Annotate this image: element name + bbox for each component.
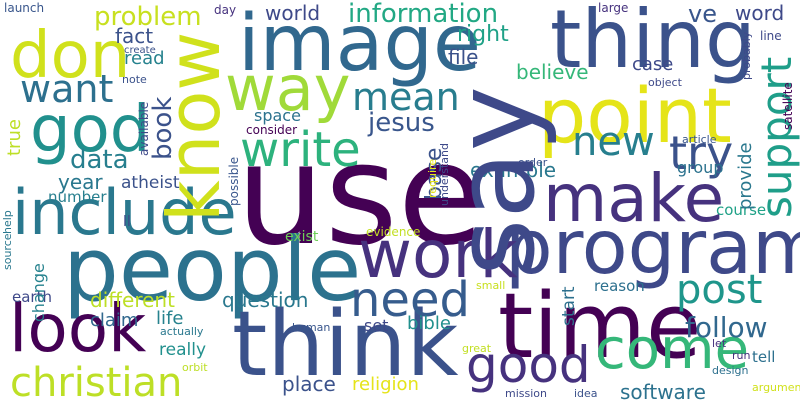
word-follow: follow <box>685 311 768 344</box>
word-launch: launch <box>4 1 45 15</box>
word-require: require <box>426 158 439 198</box>
word-run: run <box>732 349 751 362</box>
word-note: note <box>122 73 147 86</box>
word-day: day <box>214 3 237 17</box>
word-read: read <box>124 48 165 69</box>
word-question: question <box>222 288 309 312</box>
word-book: book <box>148 96 178 160</box>
word-available: available <box>137 101 151 156</box>
word-satellite: satellite <box>781 82 795 130</box>
word-ve: ve <box>688 0 717 28</box>
word-ll: ll <box>123 214 131 230</box>
word-article: article <box>682 133 717 146</box>
word-great: great <box>462 342 492 355</box>
word-reason: reason <box>594 277 645 295</box>
word-file: file <box>448 45 479 69</box>
word-provide: provide <box>735 142 756 210</box>
word-use: use <box>236 114 484 277</box>
word-help: help <box>1 210 14 234</box>
word-need: need <box>350 272 470 328</box>
word-bible: bible <box>407 313 451 334</box>
word-problem: problem <box>94 2 202 32</box>
word-jesus: jesus <box>368 108 435 138</box>
word-true: true <box>4 119 25 156</box>
word-word: word <box>735 1 785 25</box>
word-god: god <box>30 93 151 167</box>
word-human: human <box>292 321 331 334</box>
word-understand: understand <box>438 143 451 206</box>
word-exist: exist <box>285 229 319 245</box>
word-possible: possible <box>227 156 241 206</box>
word-small: small <box>476 279 506 292</box>
word-write: write <box>240 122 361 178</box>
word-include: include <box>12 176 237 249</box>
word-new: new <box>572 119 655 165</box>
word-really: really <box>159 340 206 360</box>
word-good: good <box>466 336 591 394</box>
word-create: create <box>124 45 156 56</box>
word-point: point <box>538 71 732 160</box>
word-actually: actually <box>160 325 204 338</box>
word-design: design <box>712 364 749 377</box>
word-come: come <box>595 317 750 382</box>
word-data: data <box>70 145 129 175</box>
word-idea: idea <box>574 387 598 400</box>
word-program: program <box>505 203 800 291</box>
word-mean: mean <box>352 75 460 119</box>
word-group: group <box>677 158 724 177</box>
word-religion: religion <box>352 374 419 395</box>
word-tell: tell <box>752 348 776 366</box>
word-order: order <box>518 156 548 169</box>
word-source: source <box>1 233 14 270</box>
word-world: world <box>265 1 321 25</box>
word-set: set <box>364 316 389 335</box>
word-right: right <box>457 22 509 47</box>
word-say: say <box>431 86 559 276</box>
word-image: image <box>238 0 481 89</box>
word-atheist: atheist <box>121 173 180 193</box>
word-work: work <box>358 216 518 293</box>
word-claim: claim <box>90 310 139 331</box>
word-software: software <box>620 380 706 400</box>
word-information: information <box>348 0 499 29</box>
word-case: case <box>632 54 674 75</box>
word-object: object <box>648 76 682 89</box>
word-support: support <box>752 56 800 218</box>
word-earth: earth <box>12 288 52 306</box>
word-year: year <box>58 170 103 194</box>
word-line: line <box>760 29 782 43</box>
word-large: large <box>598 1 629 15</box>
word-post: post <box>676 267 763 313</box>
word-probably: probably <box>740 31 753 80</box>
word-want: want <box>20 67 114 111</box>
word-think: think <box>232 292 459 397</box>
word-orbit: orbit <box>182 361 208 374</box>
word-course: course <box>716 201 767 219</box>
word-life: life <box>156 308 184 329</box>
word-thing: thing <box>550 0 756 86</box>
word-example: example <box>470 158 557 182</box>
word-consider: consider <box>246 123 298 137</box>
word-don: don <box>10 19 131 93</box>
word-try: try <box>669 126 734 180</box>
word-way: way <box>225 52 351 125</box>
word-look: look <box>9 290 147 367</box>
word-christian: christian <box>10 360 183 400</box>
word-place: place <box>282 372 336 396</box>
word-believe: believe <box>516 60 589 84</box>
word-people: people <box>63 218 362 321</box>
word-argument: argument <box>752 381 800 394</box>
word-different: different <box>90 288 175 312</box>
word-fact: fact <box>115 24 154 48</box>
word-start: start <box>559 286 579 326</box>
word-evidence: evidence <box>366 225 421 239</box>
word-let: let <box>712 337 727 350</box>
word-mission: mission <box>505 387 547 400</box>
word-time: time <box>498 274 702 379</box>
word-change: change <box>29 263 48 322</box>
word-make: make <box>543 160 725 237</box>
word-space: space <box>254 106 301 125</box>
word-number: number <box>48 188 107 206</box>
